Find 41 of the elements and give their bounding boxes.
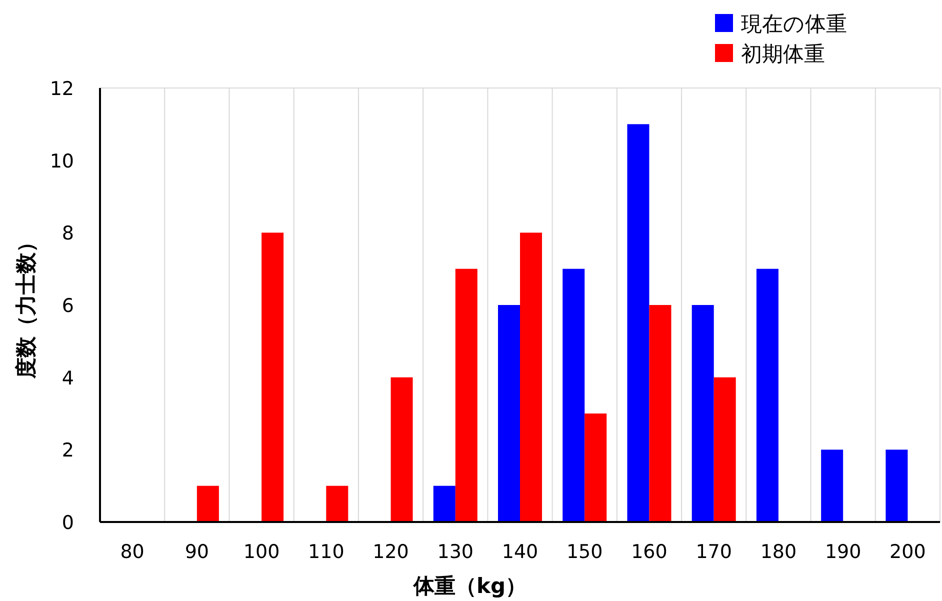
bar bbox=[627, 124, 650, 522]
y-tick-label: 6 bbox=[62, 295, 74, 317]
bar bbox=[649, 305, 672, 522]
bar bbox=[498, 305, 520, 522]
bar bbox=[262, 232, 284, 522]
bar bbox=[692, 305, 714, 522]
bar bbox=[390, 377, 413, 522]
legend-label: 初期体重 bbox=[741, 42, 825, 66]
y-tick-label: 2 bbox=[62, 440, 74, 462]
legend-label: 現在の体重 bbox=[741, 12, 847, 36]
x-tick-label: 160 bbox=[631, 541, 668, 563]
bar bbox=[196, 486, 219, 522]
x-tick-label: 140 bbox=[502, 541, 538, 563]
bar bbox=[714, 377, 736, 522]
y-tick-label: 12 bbox=[50, 78, 74, 100]
y-tick-label: 10 bbox=[50, 150, 74, 172]
bar bbox=[455, 268, 478, 522]
x-tick-label: 150 bbox=[566, 541, 603, 563]
x-tick-label: 110 bbox=[308, 541, 344, 563]
x-tick-label: 170 bbox=[696, 541, 732, 563]
x-tick-label: 80 bbox=[120, 541, 144, 563]
x-tick-label: 190 bbox=[824, 541, 862, 563]
x-axis-title: 体重（kg） bbox=[412, 574, 526, 598]
bar bbox=[433, 486, 456, 522]
x-tick-label: 130 bbox=[437, 541, 474, 563]
x-tick-label: 100 bbox=[243, 541, 280, 563]
bar bbox=[821, 450, 844, 522]
x-tick-label: 200 bbox=[890, 541, 926, 563]
x-tick-label: 90 bbox=[184, 541, 210, 563]
bar bbox=[520, 232, 542, 522]
y-axis-title: 度数（力士数） bbox=[14, 232, 38, 380]
bar bbox=[886, 450, 908, 522]
bar bbox=[584, 414, 607, 522]
x-tick-label: 120 bbox=[372, 541, 409, 563]
y-tick-label: 4 bbox=[62, 367, 74, 390]
bar bbox=[326, 486, 348, 522]
y-tick-label: 0 bbox=[62, 512, 74, 534]
bar bbox=[562, 268, 585, 522]
y-tick-label: 8 bbox=[62, 222, 74, 245]
bar bbox=[756, 268, 778, 522]
x-tick-label: 180 bbox=[760, 541, 797, 563]
